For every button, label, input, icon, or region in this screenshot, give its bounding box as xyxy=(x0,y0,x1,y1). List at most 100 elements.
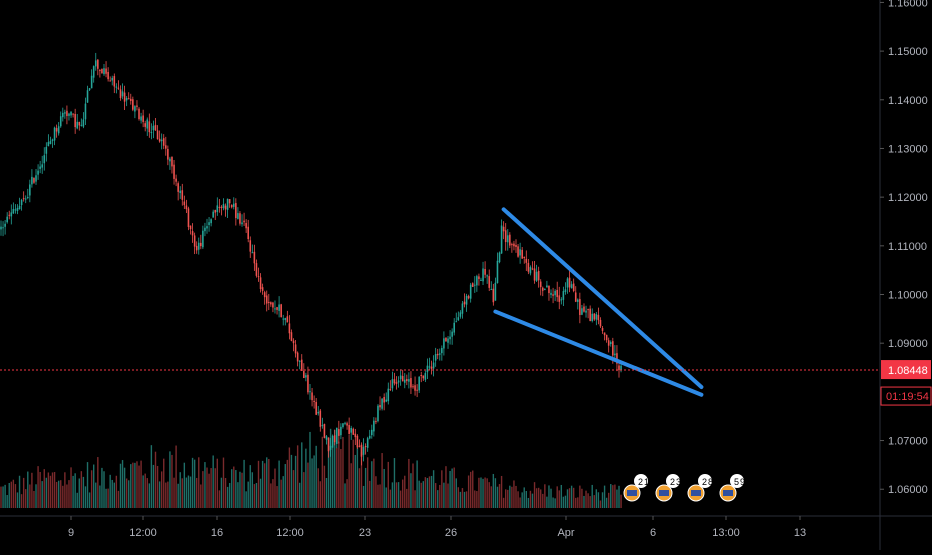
candle-body xyxy=(523,256,526,258)
volume-bar xyxy=(558,490,560,508)
volume-bar xyxy=(618,485,620,508)
candle-body xyxy=(350,427,352,433)
volume-bar xyxy=(447,483,449,508)
volume-bar xyxy=(307,462,309,508)
volume-bar xyxy=(523,487,525,508)
volume-bar xyxy=(10,481,12,508)
candle-body xyxy=(173,164,175,179)
candle-body xyxy=(298,360,301,362)
volume-bar xyxy=(375,476,377,508)
candle-body xyxy=(265,295,268,304)
candle-body xyxy=(511,244,513,246)
candle-body xyxy=(434,354,437,361)
candle-body xyxy=(282,318,285,320)
volume-bar xyxy=(284,464,286,508)
volume-bar xyxy=(616,489,618,508)
volume-bar xyxy=(45,477,48,508)
volume-bar xyxy=(231,469,233,508)
volume-bar xyxy=(550,488,552,508)
candle-body xyxy=(10,212,13,217)
candle-body xyxy=(397,380,400,383)
candle-body xyxy=(150,132,153,134)
candle-body xyxy=(239,213,241,224)
volume-bar xyxy=(575,497,577,508)
volume-bar xyxy=(22,477,25,508)
candle-body xyxy=(529,267,532,274)
candle-body xyxy=(418,376,420,391)
candle-body xyxy=(276,307,278,310)
candle-body xyxy=(300,359,303,371)
volume-bar xyxy=(173,477,175,508)
candle-body xyxy=(132,99,134,110)
candle-body xyxy=(59,116,62,127)
volume-bar xyxy=(305,448,307,508)
candle-body xyxy=(185,205,188,210)
candle-body xyxy=(39,166,41,169)
time-tick-label: 12:00 xyxy=(129,527,157,539)
volume-bar xyxy=(313,455,315,508)
candle-body xyxy=(167,149,169,160)
candle-body xyxy=(119,89,122,99)
candle-body xyxy=(385,399,388,402)
candle-body xyxy=(24,198,27,200)
volume-bar xyxy=(181,478,183,508)
candle-body xyxy=(134,106,136,112)
candle-body xyxy=(614,353,616,356)
candle-body xyxy=(424,373,427,380)
volume-bar xyxy=(27,471,29,508)
volume-bar xyxy=(352,439,354,508)
volume-bar xyxy=(432,470,435,508)
volume-bar xyxy=(509,485,511,508)
volume-bar xyxy=(8,482,10,508)
volume-bar xyxy=(595,489,598,508)
volume-bar xyxy=(358,468,361,508)
candle-body xyxy=(195,245,198,251)
volume-bar xyxy=(86,462,89,508)
volume-bar xyxy=(253,484,256,508)
volume-bar xyxy=(206,467,208,508)
candle-body xyxy=(136,105,138,107)
candle-body xyxy=(292,340,295,344)
flag-field xyxy=(659,490,669,496)
volume-bar xyxy=(591,484,593,508)
candle-body xyxy=(356,435,359,448)
volume-bar xyxy=(329,428,332,508)
candle-body xyxy=(406,379,408,382)
volume-bar xyxy=(537,487,540,508)
price-tick-label: 1.10000 xyxy=(888,290,928,302)
volume-bar xyxy=(319,481,321,508)
candle-body xyxy=(552,294,554,296)
candle-body xyxy=(92,66,95,78)
candlesticks[interactable] xyxy=(0,52,622,466)
candle-body xyxy=(325,436,328,440)
candle-body xyxy=(193,235,196,247)
volume-bar xyxy=(204,462,206,508)
volume-bar xyxy=(527,497,530,508)
candle-body xyxy=(597,314,600,321)
candle-body xyxy=(33,177,35,183)
candle-body xyxy=(68,113,70,116)
candle-body xyxy=(375,421,377,423)
volume-bar xyxy=(605,497,608,508)
volume-bar xyxy=(453,467,455,508)
candle-body xyxy=(352,428,355,435)
volume-bar xyxy=(160,471,163,508)
volume-bar xyxy=(587,493,589,508)
volume-bar xyxy=(410,473,412,508)
price-tick-label: 1.16000 xyxy=(888,0,928,9)
volume-bar xyxy=(412,463,414,508)
candle-body xyxy=(488,276,491,288)
volume-bar xyxy=(138,465,140,508)
trendlines[interactable] xyxy=(493,207,704,397)
candle-body xyxy=(290,332,293,341)
candle-body xyxy=(438,353,441,355)
candle-body xyxy=(562,291,565,300)
